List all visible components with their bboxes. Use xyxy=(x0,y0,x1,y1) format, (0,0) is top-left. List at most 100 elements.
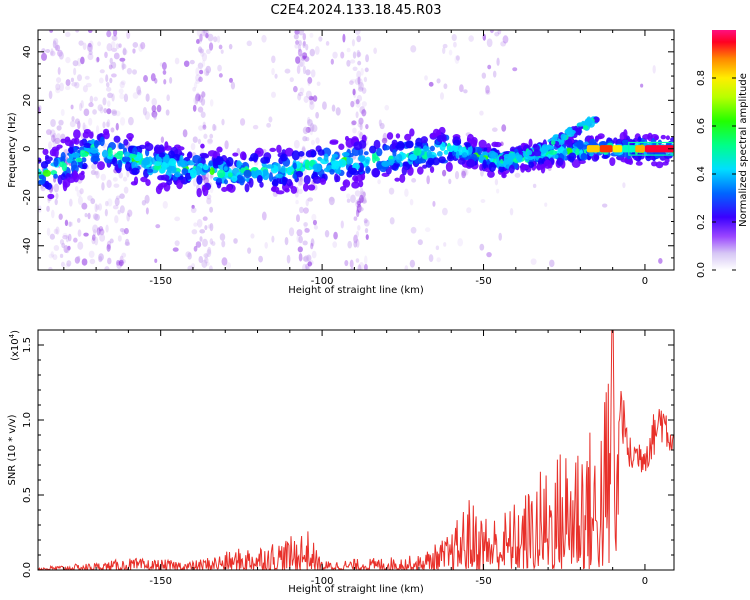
heatmap-cell xyxy=(372,153,377,164)
heatmap-speckle xyxy=(202,121,206,129)
heatmap-cell xyxy=(394,177,401,182)
heatmap-speckle xyxy=(274,73,278,79)
heatmap-speckle xyxy=(52,38,59,45)
heatmap-speckle xyxy=(424,227,431,233)
heatmap-speckle xyxy=(153,113,157,120)
heatmap-speckle xyxy=(302,135,308,142)
heatmap-speckle xyxy=(119,116,126,126)
heatmap-speckle xyxy=(352,66,358,72)
heatmap-speckle xyxy=(92,109,97,115)
heatmap-speckle xyxy=(353,99,360,105)
heatmap-speckle xyxy=(207,224,212,229)
heatmap-speckle xyxy=(313,225,319,230)
heatmap-speckle xyxy=(67,233,72,242)
heatmap-speckle xyxy=(83,232,89,237)
heatmap-speckle xyxy=(77,74,82,82)
heatmap-speckle xyxy=(302,65,306,75)
heatmap-speckle xyxy=(347,240,353,249)
heatmap-cell xyxy=(526,149,533,156)
heatmap-speckle xyxy=(118,259,124,267)
heatmap-cell xyxy=(141,159,149,166)
heatmap-speckle xyxy=(45,129,52,135)
heatmap-speckle xyxy=(490,30,494,34)
heatmap-cell xyxy=(280,153,288,162)
heatmap-speckle xyxy=(122,176,128,182)
heatmap-speckle xyxy=(123,227,129,235)
heatmap-speckle xyxy=(301,147,306,152)
heatmap-cell xyxy=(79,139,84,147)
heatmap-speckle xyxy=(83,108,90,117)
heatmap-speckle xyxy=(191,263,195,269)
heatmap-speckle xyxy=(261,34,267,43)
heatmap-speckle xyxy=(307,76,313,84)
heatmap-speckle xyxy=(101,182,105,191)
heatmap-cell xyxy=(354,177,359,184)
colorbar-tick-label: 0.0 xyxy=(696,262,707,278)
heatmap-speckle xyxy=(94,203,98,213)
heatmap-speckle xyxy=(125,238,130,246)
heatmap-speckle xyxy=(70,104,74,110)
heatmap-speckle xyxy=(435,245,440,251)
heatmap-speckle xyxy=(106,108,112,115)
heatmap-cell xyxy=(391,139,398,147)
heatmap-cell xyxy=(53,157,59,167)
heatmap-speckle xyxy=(461,170,466,179)
heatmap-speckle xyxy=(55,87,61,94)
heatmap-speckle xyxy=(103,108,107,114)
heatmap-speckle xyxy=(187,252,192,260)
heatmap-speckle xyxy=(377,179,381,185)
heatmap-speckle xyxy=(67,245,71,251)
heatmap-cell xyxy=(560,133,567,141)
heatmap-speckle xyxy=(190,142,196,151)
heatmap-speckle xyxy=(308,95,314,101)
heatmap-speckle xyxy=(51,209,55,219)
heatmap-speckle xyxy=(203,68,210,77)
heatmap-speckle xyxy=(99,69,105,74)
heatmap-speckle xyxy=(48,90,53,100)
heatmap-speckle xyxy=(207,138,213,145)
heatmap-cell xyxy=(457,157,466,165)
heatmap-speckle xyxy=(95,125,100,135)
heatmap-speckle xyxy=(213,36,218,43)
heatmap-speckle xyxy=(212,123,216,132)
y-tick-label: 0.5 xyxy=(22,487,33,503)
heatmap-speckle xyxy=(455,55,460,61)
heatmap-cell xyxy=(38,179,45,184)
heatmap-cell xyxy=(349,167,358,174)
colorbar-tick-label: 0.4 xyxy=(696,166,707,182)
heatmap-speckle xyxy=(355,99,360,105)
heatmap-cell xyxy=(620,158,629,163)
heatmap-speckle xyxy=(652,65,656,74)
heatmap-speckle xyxy=(197,62,204,70)
heatmap-speckle xyxy=(55,226,60,235)
heatmap-cell xyxy=(383,144,390,151)
snr-xlabel: Height of straight line (km) xyxy=(288,584,424,595)
heatmap-speckle xyxy=(111,47,118,52)
heatmap-speckle xyxy=(50,48,54,56)
heatmap-speckle xyxy=(312,95,318,102)
heatmap-cell xyxy=(117,159,123,169)
heatmap-speckle xyxy=(64,85,71,91)
heatmap-speckle xyxy=(199,229,206,234)
heatmap-speckle xyxy=(363,218,368,224)
heatmap-speckle xyxy=(90,169,97,176)
heatmap-cell xyxy=(653,135,659,141)
heatmap-speckle xyxy=(198,255,204,263)
heatmap-cell xyxy=(302,183,309,192)
heatmap-cell xyxy=(461,152,468,158)
heatmap-cell xyxy=(131,167,140,175)
heatmap-speckle xyxy=(328,196,335,206)
heatmap-speckle xyxy=(209,222,214,232)
heatmap-cell xyxy=(550,140,556,146)
heatmap-speckle xyxy=(365,234,369,240)
heatmap-speckle xyxy=(330,58,334,65)
heatmap-cell xyxy=(113,135,121,143)
heatmap-speckle xyxy=(65,263,71,268)
heatmap-speckle xyxy=(76,190,82,198)
heatmap-speckle xyxy=(194,97,199,105)
heatmap-speckle xyxy=(316,81,321,86)
x-tick-label: -50 xyxy=(475,576,491,587)
heatmap-cell xyxy=(517,156,523,163)
heatmap-cell xyxy=(265,164,275,169)
heatmap-speckle xyxy=(104,200,109,207)
